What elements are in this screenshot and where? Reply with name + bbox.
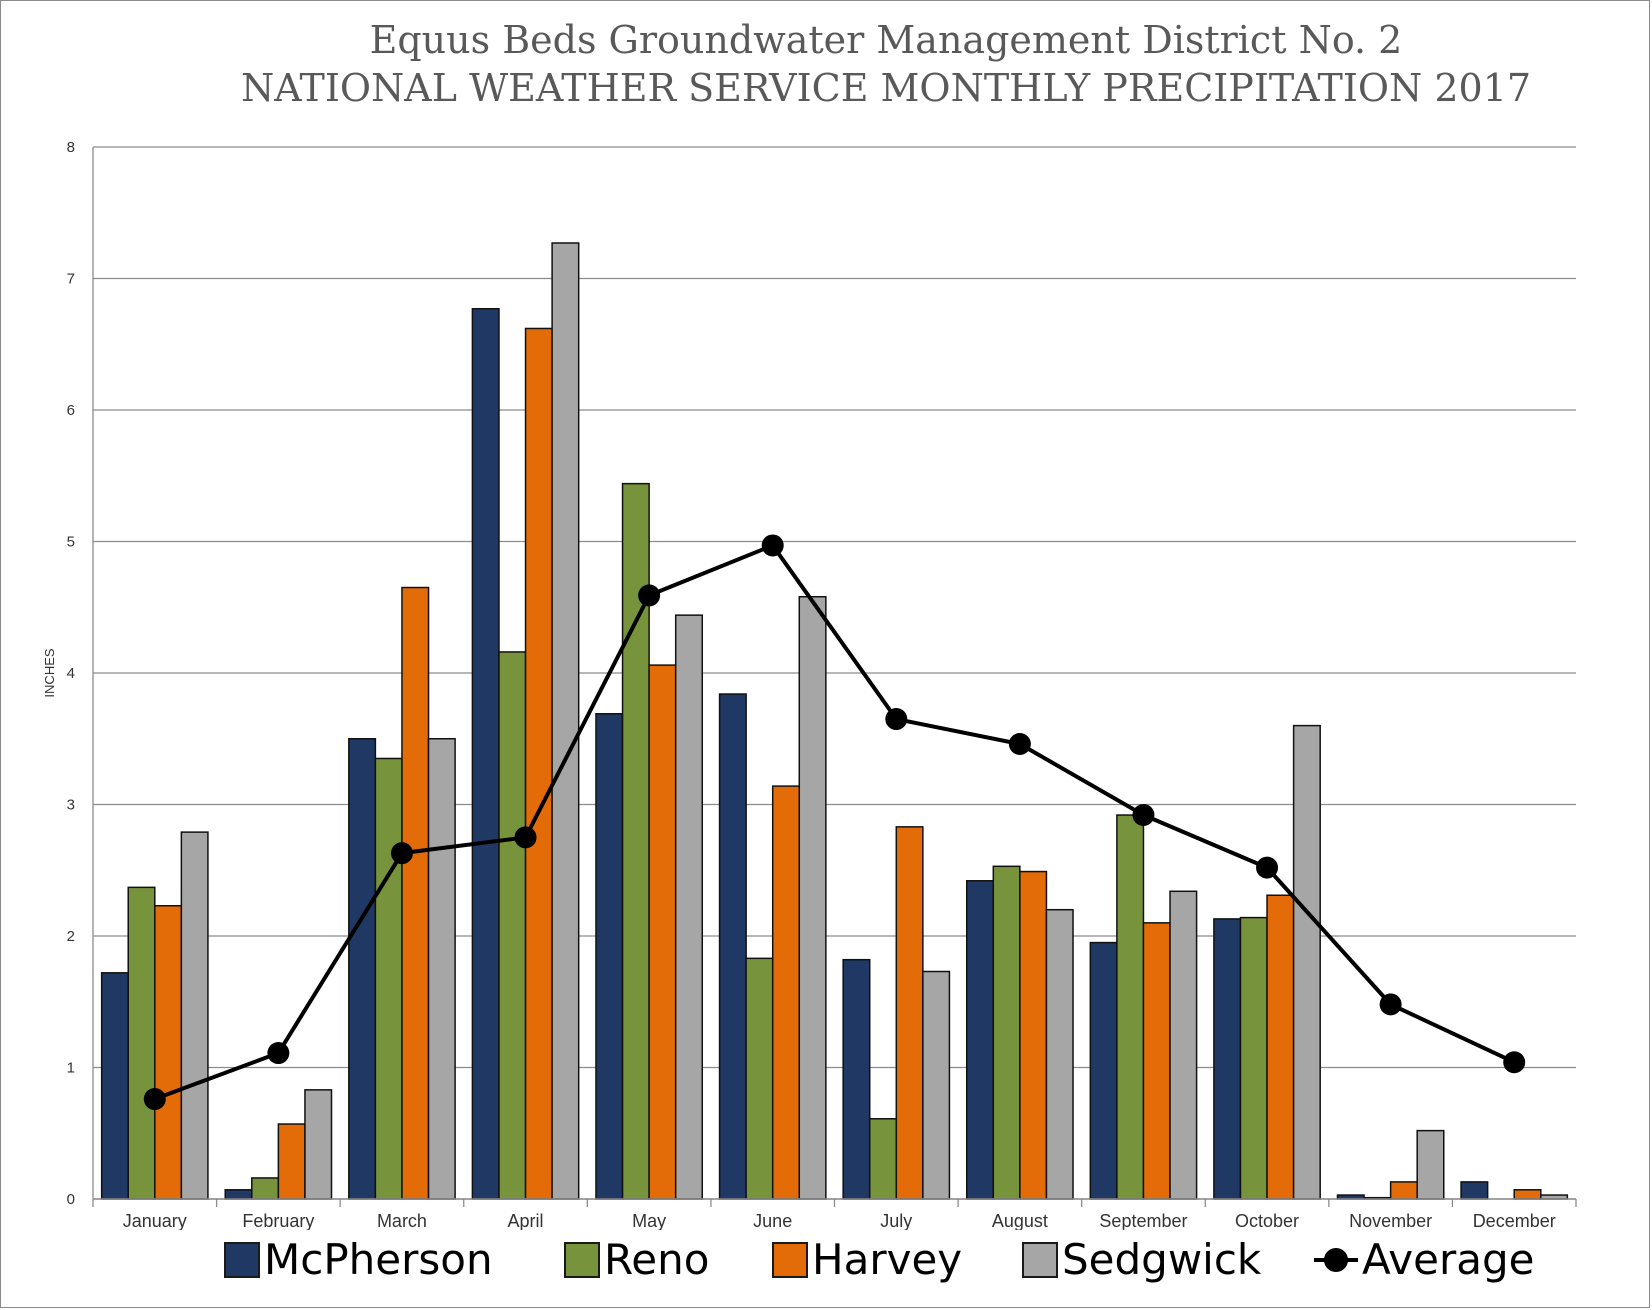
chart-title-line-1: Equus Beds Groundwater Management Distri… (369, 18, 1403, 62)
bar-harvey-august (1019, 870, 1048, 1200)
legend-label-harvey: Harvey (812, 1235, 963, 1284)
x-tick-label-april: April (508, 1211, 544, 1230)
y-tick-label-4: 4 (67, 665, 75, 682)
bar-harvey-september (1142, 922, 1171, 1200)
bar-sedgwick-january (180, 831, 209, 1200)
bar-sedgwick-may (674, 614, 704, 1200)
y-tick-label-6: 6 (67, 402, 75, 419)
bar-reno-april (498, 651, 527, 1200)
y-tick-label-7: 7 (67, 271, 75, 288)
bar-sedgwick-june (798, 595, 827, 1200)
legend-item-reno: Reno (564, 1232, 709, 1288)
bar-reno-march (374, 757, 403, 1200)
bar-sedgwick-september (1169, 890, 1198, 1200)
legend-item-average: Average (1314, 1232, 1534, 1288)
y-tick-label-3: 3 (67, 797, 75, 814)
bar-mcpherson-october (1213, 918, 1242, 1200)
chart-title-line-2: NATIONAL WEATHER SERVICE MONTHLY PRECIPI… (240, 66, 1532, 110)
bar-mcpherson-february (224, 1189, 253, 1200)
x-tick-label-january: January (123, 1211, 187, 1230)
bar-mcpherson-july (842, 958, 871, 1200)
bar-harvey-october (1266, 894, 1295, 1200)
point-average-february (267, 1042, 290, 1065)
legend-item-harvey: Harvey (772, 1232, 962, 1288)
legend-swatch-harvey (772, 1242, 808, 1278)
y-tick-label-0: 0 (67, 1191, 75, 1208)
bar-harvey-may (648, 664, 677, 1200)
bar-harvey-april (524, 327, 553, 1200)
bar-reno-august (992, 865, 1021, 1200)
bar-mcpherson-may (595, 713, 624, 1200)
legend-item-sedgwick: Sedgwick (1022, 1232, 1261, 1288)
legend-swatch-sedgwick (1022, 1242, 1058, 1278)
line-average (154, 543, 1516, 1101)
bar-harvey-november (1389, 1181, 1418, 1200)
bar-reno-july (868, 1118, 898, 1200)
x-tick-label-june: June (753, 1211, 792, 1230)
y-tick-label-8: 8 (67, 139, 75, 156)
point-average-july (885, 708, 908, 731)
bar-harvey-january (154, 905, 183, 1200)
x-tick-label-september: September (1099, 1211, 1187, 1230)
x-tick-label-february: February (242, 1211, 314, 1230)
bar-sedgwick-february (304, 1089, 333, 1200)
bar-harvey-february (277, 1123, 306, 1200)
bar-mcpherson-june (718, 693, 747, 1200)
bar-mcpherson-september (1089, 941, 1118, 1200)
x-tick-label-may: May (632, 1211, 666, 1230)
bar-sedgwick-november (1416, 1129, 1445, 1200)
point-average-january (143, 1088, 166, 1111)
point-average-november (1379, 993, 1402, 1016)
y-tick-label-2: 2 (67, 928, 75, 945)
bar-sedgwick-march (427, 738, 456, 1200)
x-tick-label-december: December (1473, 1211, 1556, 1230)
point-average-december (1503, 1051, 1526, 1074)
bar-sedgwick-august (1045, 908, 1074, 1200)
legend-label-average: Average (1362, 1235, 1535, 1284)
legend-item-mcpherson: McPherson (224, 1232, 493, 1288)
legend-label-reno: Reno (604, 1235, 710, 1284)
x-tick-label-march: March (377, 1211, 427, 1230)
bar-sedgwick-april (551, 242, 580, 1200)
bar-harvey-july (895, 826, 924, 1200)
point-average-october (1256, 856, 1279, 879)
bar-mcpherson-april (471, 307, 500, 1200)
point-average-may (638, 584, 661, 607)
x-tick-label-november: November (1349, 1211, 1432, 1230)
legend-marker-average (1314, 1232, 1358, 1288)
point-average-august (1008, 733, 1031, 756)
x-tick-label-october: October (1235, 1211, 1299, 1230)
point-average-april (514, 826, 537, 849)
point-average-march (390, 842, 413, 865)
bar-reno-june (745, 957, 774, 1200)
bar-reno-january (127, 886, 156, 1200)
bar-reno-september (1116, 814, 1145, 1200)
bar-mcpherson-august (965, 880, 995, 1200)
bar-reno-october (1239, 916, 1268, 1200)
y-tick-label-1: 1 (67, 1060, 75, 1077)
bar-sedgwick-october (1292, 724, 1321, 1200)
bar-sedgwick-july (922, 970, 951, 1200)
x-tick-label-august: August (992, 1211, 1048, 1230)
y-axis-label: INCHES (42, 648, 57, 697)
legend-swatch-mcpherson (224, 1242, 260, 1278)
bar-mcpherson-january (100, 972, 129, 1200)
legend-swatch-reno (564, 1242, 600, 1278)
bar-harvey-december (1513, 1189, 1542, 1200)
legend-label-mcpherson: McPherson (264, 1235, 493, 1284)
point-average-june (761, 534, 784, 557)
legend-label-sedgwick: Sedgwick (1062, 1235, 1262, 1284)
bar-reno-february (251, 1177, 280, 1200)
bar-mcpherson-december (1460, 1181, 1489, 1200)
x-tick-label-july: July (880, 1211, 912, 1230)
bar-mcpherson-march (348, 738, 377, 1200)
bar-harvey-june (771, 785, 801, 1200)
y-tick-label-5: 5 (67, 534, 75, 551)
chart-legend: McPherson Reno Harvey Sedgwick Average (0, 1232, 1652, 1288)
point-average-september (1132, 804, 1155, 827)
bar-harvey-march (401, 586, 430, 1200)
precipitation-chart: 0 1 2 3 4 5 6 7 8 INCHES January February March April… (42, 139, 1577, 1230)
